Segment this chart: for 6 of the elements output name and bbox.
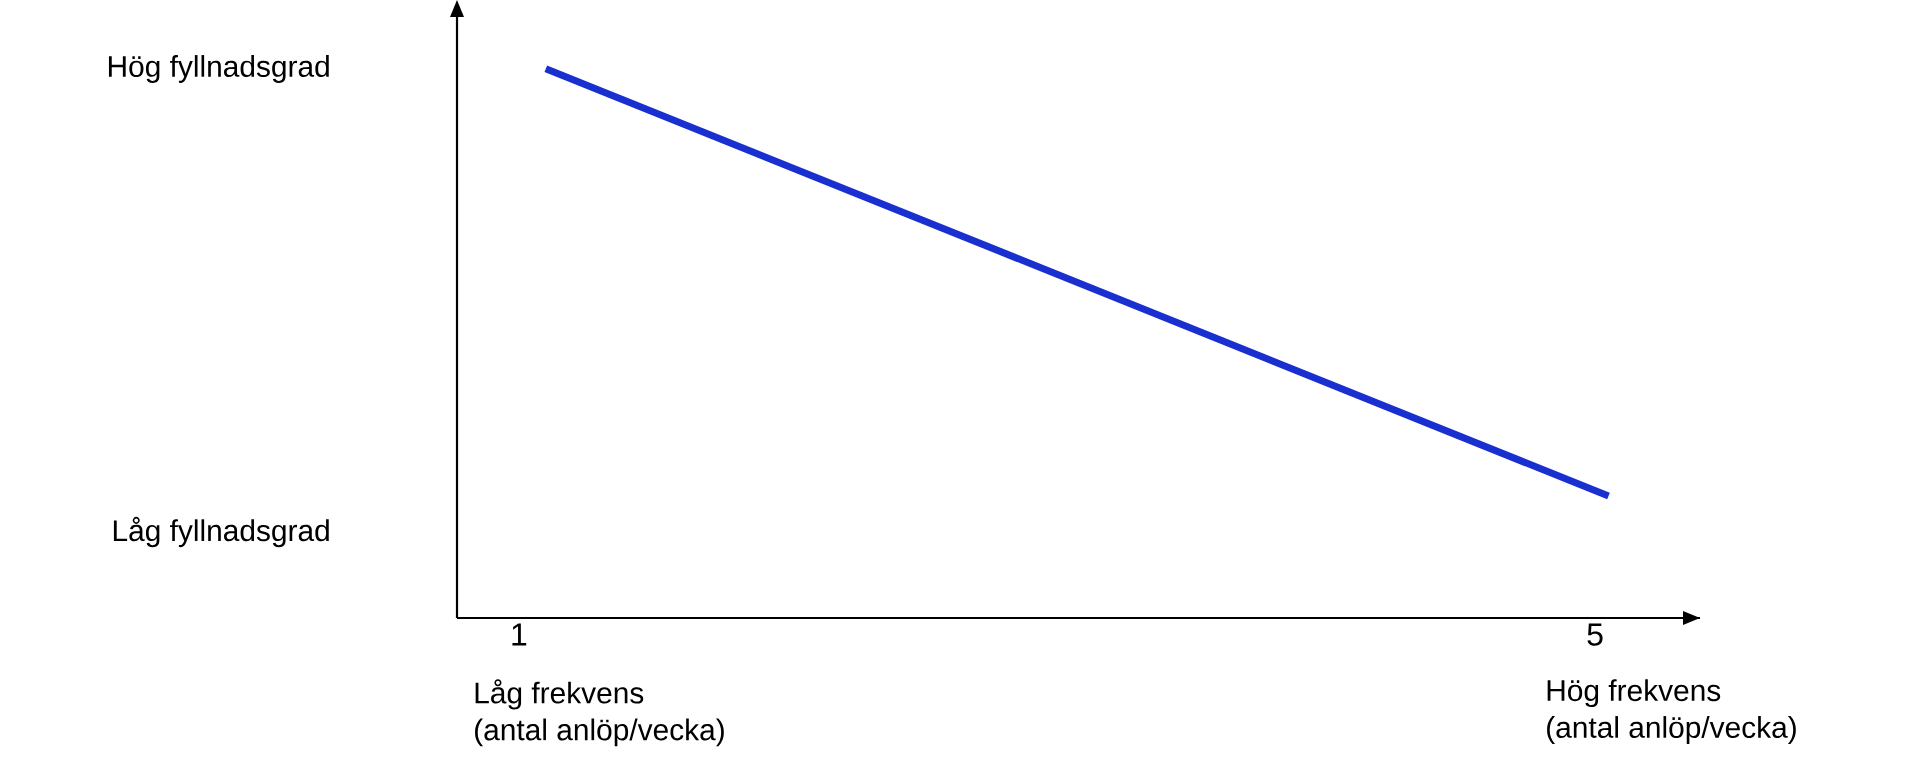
text: Hög frekvens (antal anlöp/vecka) [1547, 679, 1796, 744]
x-tick-label: 5 [1587, 623, 1603, 646]
text: Låg fyllnadsgrad [113, 516, 329, 548]
text: Låg frekvens (antal anlöp/vecka) [475, 679, 724, 747]
text: Hög fyllnadsgrad [108, 55, 329, 83]
x-tick-label: 1 [512, 623, 527, 646]
